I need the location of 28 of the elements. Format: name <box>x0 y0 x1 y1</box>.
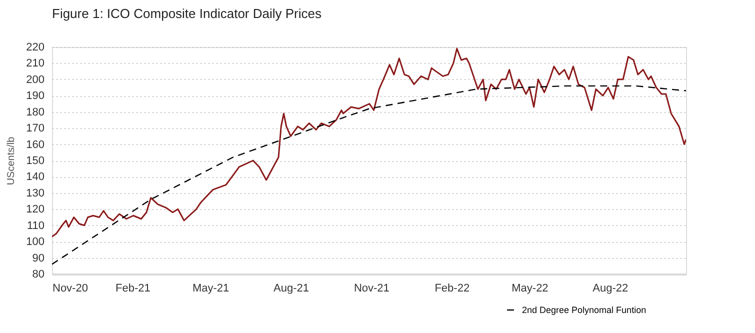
y-tick-label: 100 <box>26 236 44 248</box>
y-axis-title: UScents/lb <box>6 136 18 186</box>
x-tick-label: Feb-21 <box>116 282 150 294</box>
x-tick-label: Aug-21 <box>273 282 309 294</box>
x-tick-label: Nov-20 <box>52 282 88 294</box>
x-tick-label: Nov-21 <box>354 282 390 294</box>
y-tick-label: 220 <box>26 42 44 54</box>
y-tick-label: 180 <box>26 106 44 118</box>
line-series <box>52 85 686 265</box>
y-tick-label: 210 <box>26 58 44 70</box>
y-tick-label: 120 <box>26 204 44 216</box>
y-tick-label: 140 <box>26 171 44 184</box>
x-tick-label: Feb-22 <box>434 282 470 294</box>
legend-label: 2nd Degree Polynomal Funtion <box>522 305 646 315</box>
x-tick-label: Aug-22 <box>592 282 628 294</box>
y-tick-label: 80 <box>32 268 44 280</box>
y-tick-label: 110 <box>26 220 44 232</box>
y-tick-label: 190 <box>26 90 44 102</box>
line-series <box>52 48 686 238</box>
y-tick-label: 130 <box>26 187 44 200</box>
y-tick-label: 170 <box>26 122 44 135</box>
x-tick-label: May-22 <box>512 282 548 294</box>
y-tick-label: 200 <box>26 74 44 86</box>
x-tick-label: May-21 <box>192 282 230 294</box>
y-tick-label: 150 <box>26 155 44 167</box>
y-tick-label: 90 <box>32 252 44 264</box>
chart-title: Figure 1: ICO Composite Indicator Daily Prices <box>52 6 322 21</box>
y-tick-label: 160 <box>26 138 44 151</box>
